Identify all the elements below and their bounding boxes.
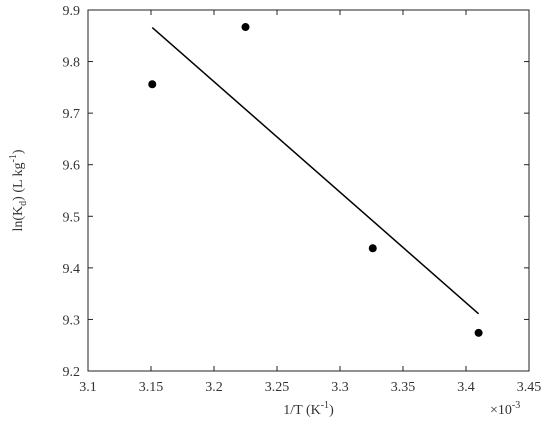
x-axis-label-part: 1/T (K: [283, 403, 320, 418]
x-tick-label: 3.35: [391, 380, 416, 395]
plot-frame: [87, 9, 530, 372]
y-axis-label-part: d: [18, 201, 29, 206]
y-tick-label: 9.2: [63, 365, 81, 380]
x-axis-label: 1/T (K-1): [283, 400, 334, 418]
x-tick-label: 3.25: [265, 380, 290, 395]
x-tick-label: 3.3: [331, 380, 349, 395]
y-tick-label: 9.5: [63, 210, 81, 225]
y-axis-label-part: ): [11, 149, 26, 154]
x-tick-label: 3.1: [79, 380, 97, 395]
y-tick-label: 9.8: [63, 56, 81, 71]
x-multiplier: ×10-3: [490, 400, 520, 418]
y-axis-label-part: ln(K: [11, 206, 26, 232]
y-tick-label: 9.3: [63, 313, 81, 328]
y-tick-label: 9.6: [63, 159, 81, 174]
x-multiplier-part: -3: [512, 400, 520, 411]
y-tick-label: 9.7: [63, 107, 81, 122]
x-tick-label: 3.4: [457, 380, 475, 395]
x-tick-label: 3.2: [205, 380, 223, 395]
fit-line: [151, 26, 480, 315]
data-point: [368, 244, 377, 253]
data-point: [241, 23, 250, 32]
data-point: [474, 328, 483, 337]
x-axis-label-part: ): [329, 403, 334, 418]
y-axis-label-part: -1: [8, 154, 19, 162]
data-point: [148, 80, 157, 89]
y-tick-label: 9.9: [63, 4, 81, 19]
x-axis-label-part: -1: [321, 400, 329, 411]
x-multiplier-part: ×10: [490, 403, 512, 418]
x-tick-label: 3.15: [139, 380, 164, 395]
y-axis-label: ln(Kd) (L kg-1): [8, 149, 29, 231]
y-tick-label: 9.4: [63, 262, 81, 277]
x-tick-label: 3.45: [517, 380, 542, 395]
y-axis-label-part: ) (L kg: [11, 162, 26, 200]
